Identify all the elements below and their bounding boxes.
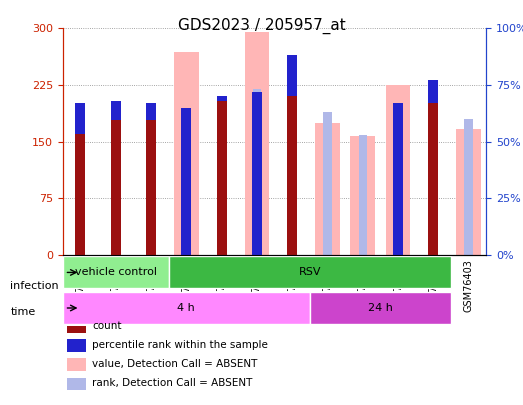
Bar [350, 136, 375, 255]
Bar [287, 55, 297, 255]
Bar [67, 339, 86, 352]
Bar [67, 320, 86, 333]
Bar [182, 108, 191, 255]
Text: infection: infection [10, 281, 59, 290]
Text: 24 h: 24 h [368, 303, 393, 313]
Text: RSV: RSV [299, 267, 321, 277]
Bar [174, 53, 199, 255]
FancyBboxPatch shape [63, 292, 310, 324]
Text: value, Detection Call = ABSENT: value, Detection Call = ABSENT [93, 359, 258, 369]
Bar [146, 120, 156, 255]
Text: time: time [10, 307, 36, 317]
Bar [252, 92, 262, 255]
Bar [111, 120, 121, 255]
Bar [253, 90, 262, 255]
Bar [428, 80, 438, 103]
Bar [181, 108, 191, 255]
Text: percentile rank within the sample: percentile rank within the sample [93, 340, 268, 350]
Bar [428, 80, 438, 255]
Bar [67, 358, 86, 371]
Bar [111, 101, 121, 120]
Bar [217, 96, 226, 255]
Text: rank, Detection Call = ABSENT: rank, Detection Call = ABSENT [93, 378, 253, 388]
Bar [67, 378, 86, 390]
Bar [75, 134, 85, 255]
FancyBboxPatch shape [310, 292, 451, 324]
Text: GDS2023 / 205957_at: GDS2023 / 205957_at [178, 18, 345, 34]
Bar [457, 129, 481, 255]
Bar [393, 103, 403, 255]
Bar [464, 119, 473, 255]
Bar [323, 112, 332, 255]
FancyBboxPatch shape [63, 256, 168, 288]
Bar [358, 135, 367, 255]
Text: 4 h: 4 h [177, 303, 195, 313]
Bar [394, 105, 403, 255]
Bar [146, 103, 156, 120]
Bar [287, 55, 297, 96]
Bar [315, 123, 340, 255]
Text: vehicle control: vehicle control [75, 267, 157, 277]
Bar [75, 103, 85, 134]
Bar [245, 32, 269, 255]
Text: count: count [93, 321, 122, 331]
FancyBboxPatch shape [168, 256, 451, 288]
Bar [386, 85, 411, 255]
Bar [217, 96, 226, 101]
